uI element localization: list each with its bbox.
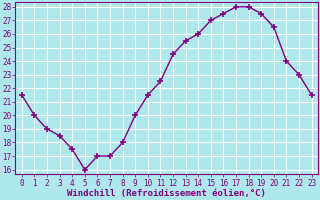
X-axis label: Windchill (Refroidissement éolien,°C): Windchill (Refroidissement éolien,°C) (67, 189, 266, 198)
